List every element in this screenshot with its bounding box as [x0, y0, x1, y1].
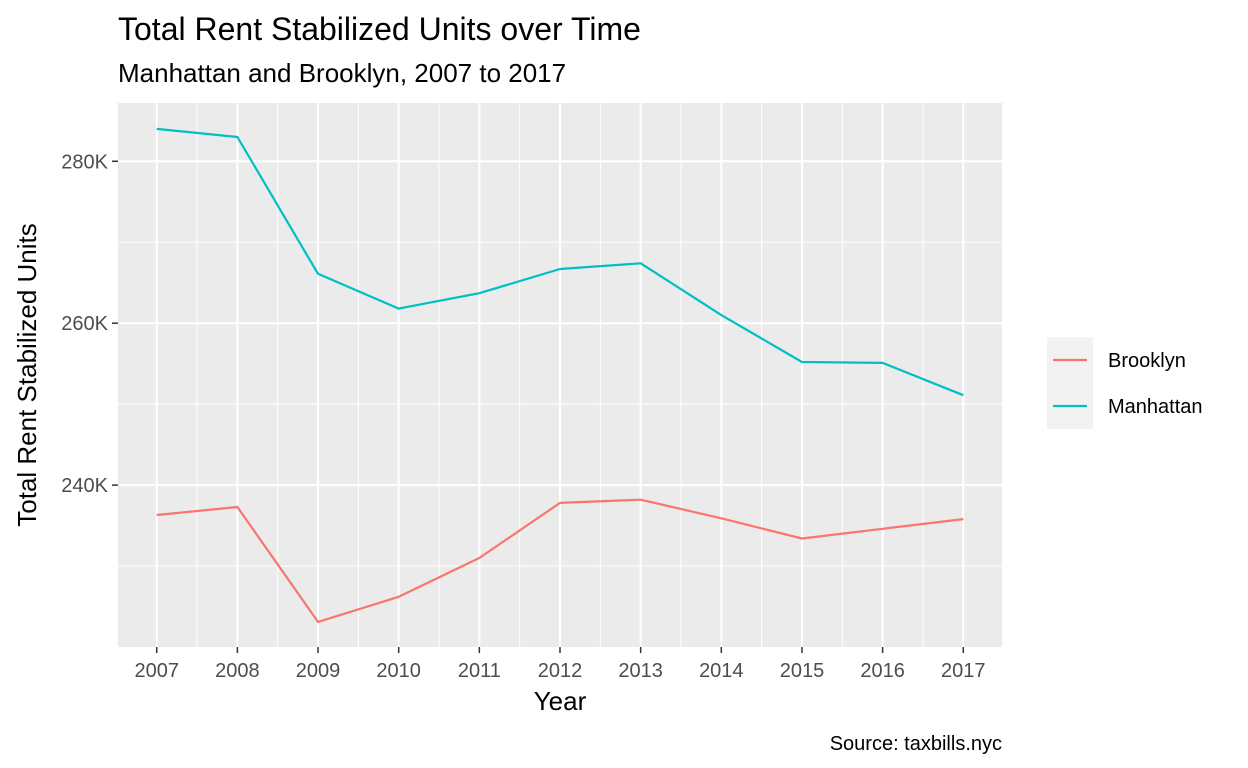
x-tick-label: 2011: [458, 660, 501, 682]
x-tick-label: 2015: [780, 660, 825, 682]
y-tick-label: 260K: [61, 313, 108, 335]
x-tick-label: 2017: [941, 660, 986, 682]
x-tick-label: 2009: [296, 660, 341, 682]
chart-title: Total Rent Stabilized Units over Time: [118, 11, 641, 47]
series-lines: [156, 127, 964, 624]
x-tick-label: 2012: [538, 660, 583, 682]
grid-major: [118, 103, 1002, 647]
chart-subtitle: Manhattan and Brooklyn, 2007 to 2017: [118, 58, 566, 88]
x-tick-label: 2008: [215, 660, 260, 682]
x-tick-label: 2016: [860, 660, 905, 682]
chart-caption: Source: taxbills.nyc: [830, 733, 1002, 755]
x-tick-label: 2013: [618, 660, 663, 682]
y-axis: 240K 260K 280K: [61, 151, 118, 497]
x-tick-label: 2007: [134, 660, 179, 682]
y-tick-label: 280K: [61, 151, 108, 173]
x-axis: 2007 2008 2009 2010 2011 2012 2013 2014 2015 2016…: [134, 647, 986, 682]
x-axis-title: Year: [534, 686, 587, 716]
y-axis-title: Total Rent Stabilized Units: [12, 223, 42, 526]
series-line-brooklyn: [156, 498, 964, 624]
x-tick-label: 2010: [376, 660, 421, 682]
legend: Brooklyn Manhattan: [1047, 337, 1203, 429]
x-tick-label: 2014: [699, 660, 744, 682]
y-tick-label: 240K: [61, 475, 108, 497]
legend-label-manhattan: Manhattan: [1108, 396, 1203, 418]
legend-label-brooklyn: Brooklyn: [1108, 350, 1186, 372]
legend-background: [1047, 337, 1093, 429]
series-line-manhattan: [156, 127, 964, 397]
